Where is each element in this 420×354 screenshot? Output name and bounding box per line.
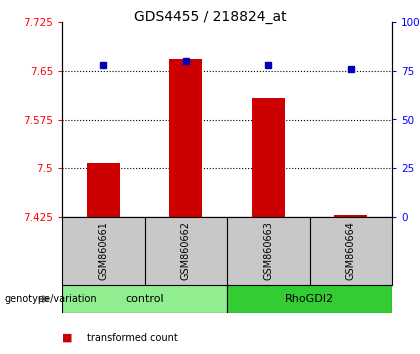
Bar <box>62 285 227 313</box>
Text: GSM860662: GSM860662 <box>181 222 191 280</box>
Bar <box>87 163 120 217</box>
Bar <box>227 285 392 313</box>
Text: genotype/variation: genotype/variation <box>4 294 97 304</box>
Text: GDS4455 / 218824_at: GDS4455 / 218824_at <box>134 10 286 24</box>
Text: RhoGDI2: RhoGDI2 <box>285 294 334 304</box>
Text: GSM860663: GSM860663 <box>263 222 273 280</box>
Text: GSM860664: GSM860664 <box>346 222 356 280</box>
Bar <box>169 59 202 217</box>
Text: ■: ■ <box>62 333 76 343</box>
Text: control: control <box>125 294 164 304</box>
Text: GSM860661: GSM860661 <box>98 222 108 280</box>
Bar <box>252 98 285 217</box>
Bar <box>334 215 367 217</box>
Text: transformed count: transformed count <box>87 333 178 343</box>
